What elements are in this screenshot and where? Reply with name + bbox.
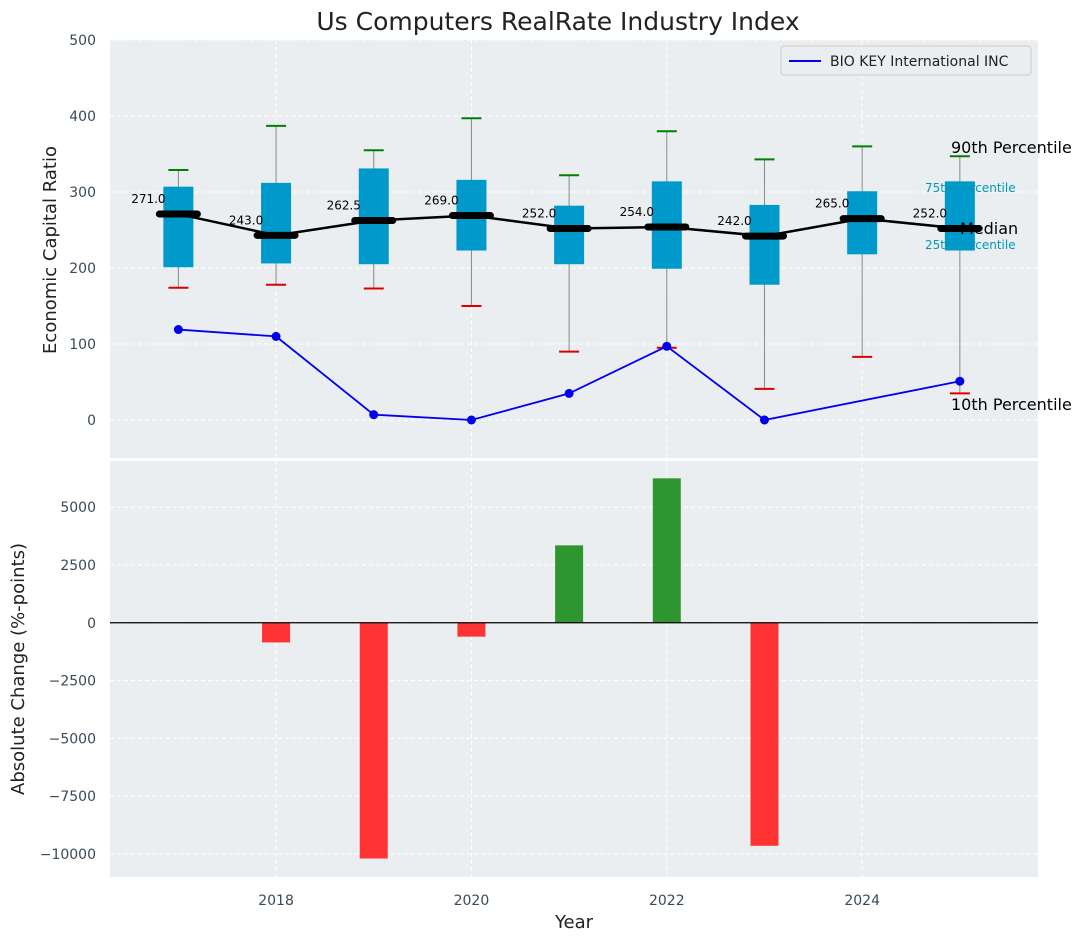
company-line — [178, 328, 961, 421]
company-point — [564, 388, 574, 398]
top-y-ticks: 500 400 300 200 100 0 — [69, 33, 96, 429]
change-bar-2020 — [457, 622, 486, 637]
bottom-y-tick-label: 2500 — [60, 558, 96, 574]
x-ticks: 2018 2020 2022 2024 — [258, 893, 880, 909]
change-bar-2021 — [555, 545, 584, 623]
top-y-tick-label: 100 — [69, 337, 96, 353]
box-2019 — [358, 168, 389, 265]
x-tick-label: 2024 — [844, 893, 880, 909]
top-gridlines — [110, 39, 1038, 458]
legend-label: BIO KEY International INC — [830, 54, 1009, 70]
p10-annotation: 10th Percentile — [951, 395, 1072, 414]
p75-annotation: 75th Percentile — [925, 181, 1016, 195]
change-bar-2018 — [262, 622, 291, 643]
box-2017 — [163, 186, 194, 268]
median-labels: 271.0 243.0 262.5 269.0 252.0 254.0 242.0 265.0… — [131, 192, 947, 228]
bottom-y-tick-label: 0 — [87, 616, 96, 632]
change-bar-2019 — [359, 622, 388, 859]
company-point — [173, 325, 183, 335]
median-label: 243.0 — [229, 213, 263, 227]
change-bar-2023 — [750, 622, 779, 846]
x-axis-label: Year — [554, 912, 594, 933]
legend-box — [780, 45, 1032, 76]
bottom-plot-area — [110, 461, 1038, 877]
bottom-y-tick-label: 5000 — [60, 500, 96, 516]
bottom-y-tick-label: −5000 — [49, 731, 96, 747]
top-y-tick-label: 400 — [69, 109, 96, 125]
top-y-axis-label: Economic Capital Ratio — [40, 146, 61, 354]
median-label: 262.5 — [327, 199, 361, 213]
median-label: 252.0 — [522, 206, 556, 220]
median-label: 252.0 — [913, 206, 947, 220]
legend: BIO KEY International INC — [780, 45, 1032, 76]
x-tick-label: 2018 — [258, 893, 294, 909]
bottom-y-tick-label: −10000 — [40, 847, 96, 863]
top-panel: 500 400 300 200 100 0 271.0 243.0 262.5 269.0 252… — [40, 33, 1072, 458]
company-point — [369, 410, 379, 420]
company-point — [662, 341, 672, 351]
company-point — [466, 415, 476, 425]
bottom-y-axis-label: Absolute Change (%-points) — [8, 543, 29, 795]
box-2025 — [944, 181, 975, 251]
box-2018 — [261, 182, 292, 264]
change-bar-2022 — [652, 478, 681, 623]
median-label: 265.0 — [815, 197, 849, 211]
box-plots — [163, 117, 975, 395]
top-y-tick-label: 0 — [87, 413, 96, 429]
median-label: 271.0 — [131, 192, 165, 206]
company-point — [271, 331, 281, 341]
bottom-y-tick-label: −2500 — [49, 674, 96, 690]
x-tick-label: 2020 — [454, 893, 490, 909]
median-label: 254.0 — [620, 205, 654, 219]
top-y-tick-label: 500 — [69, 33, 96, 49]
change-bars — [262, 478, 779, 859]
box-2023 — [749, 204, 780, 285]
median-label: 242.0 — [717, 214, 751, 228]
top-lines — [155, 210, 983, 425]
chart-title: Us Computers RealRate Industry Index — [316, 7, 799, 36]
median-label: 269.0 — [424, 194, 458, 208]
top-y-tick-label: 300 — [69, 185, 96, 201]
box-2024 — [847, 191, 878, 255]
company-point — [955, 376, 965, 386]
median-annotation: Median — [960, 219, 1018, 238]
p25-annotation: 25th Percentile — [925, 238, 1016, 252]
x-tick-label: 2022 — [649, 893, 685, 909]
box-2021 — [554, 205, 585, 265]
top-y-tick-label: 200 — [69, 261, 96, 277]
p90-annotation: 90th Percentile — [951, 138, 1072, 157]
company-point — [759, 415, 769, 425]
bottom-y-ticks: 5000 2500 0 −2500 −5000 −7500 −10000 — [40, 500, 96, 863]
bottom-y-tick-label: −7500 — [49, 789, 96, 805]
percentile-annotations: 90th Percentile 75th Percentile Median 2… — [925, 138, 1072, 414]
